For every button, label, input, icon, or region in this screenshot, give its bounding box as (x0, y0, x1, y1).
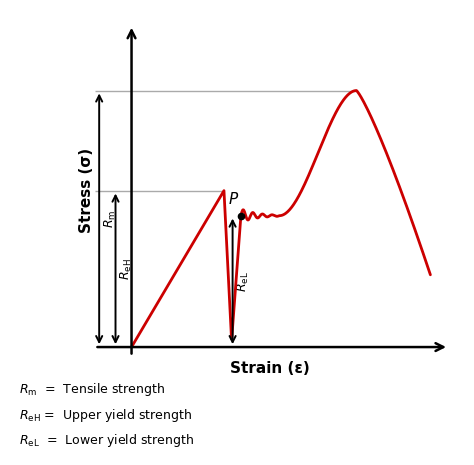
Text: $R_\mathrm{eL}$: $R_\mathrm{eL}$ (236, 271, 251, 292)
Text: $R_\mathrm{eH}$: $R_\mathrm{eH}$ (119, 258, 134, 280)
Text: $R_\mathrm{m}$: $R_\mathrm{m}$ (103, 210, 118, 228)
Text: $R_\mathrm{m}$  =  Tensile strength: $R_\mathrm{m}$ = Tensile strength (19, 381, 165, 399)
Text: Stress (σ): Stress (σ) (79, 148, 94, 233)
Text: $R_\mathrm{eL}$  =  Lower yield strength: $R_\mathrm{eL}$ = Lower yield strength (19, 432, 194, 450)
Text: $P$: $P$ (228, 191, 239, 207)
Text: Strain (ε): Strain (ε) (230, 361, 310, 376)
Text: $R_\mathrm{eH}$ =  Upper yield strength: $R_\mathrm{eH}$ = Upper yield strength (19, 407, 192, 424)
